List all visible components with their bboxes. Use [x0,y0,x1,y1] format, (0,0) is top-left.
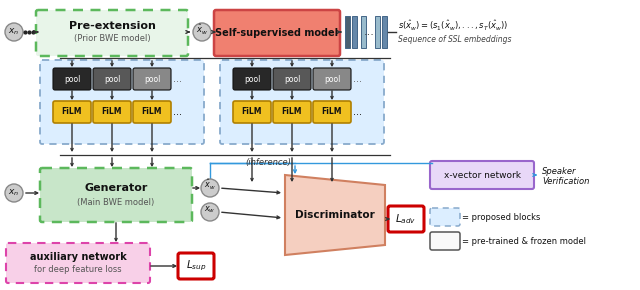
FancyBboxPatch shape [388,206,424,232]
Text: $\hat{x}_w$: $\hat{x}_w$ [204,178,216,192]
Text: FiLM: FiLM [322,108,342,117]
FancyBboxPatch shape [220,60,384,144]
Bar [345,16,350,48]
Text: pool: pool [64,75,80,84]
Text: Sequence of SSL embeddings: Sequence of SSL embeddings [398,35,511,44]
Text: FiLM: FiLM [282,108,302,117]
FancyBboxPatch shape [214,10,340,56]
Text: (Main BWE model): (Main BWE model) [77,197,155,206]
Text: pool: pool [324,75,340,84]
FancyBboxPatch shape [313,68,351,90]
FancyBboxPatch shape [93,101,131,123]
Circle shape [5,23,23,41]
Text: pool: pool [244,75,260,84]
FancyBboxPatch shape [430,161,534,189]
Bar [375,16,380,48]
Polygon shape [285,175,385,255]
FancyBboxPatch shape [178,253,214,279]
FancyBboxPatch shape [133,101,171,123]
Text: $L_{adv}$: $L_{adv}$ [396,212,417,226]
FancyBboxPatch shape [133,68,171,90]
Text: ...: ... [173,74,182,84]
Bar [352,16,357,48]
Text: Pre-extension: Pre-extension [68,21,156,31]
FancyBboxPatch shape [430,232,460,250]
Text: Discriminator: Discriminator [295,210,375,220]
FancyBboxPatch shape [93,68,131,90]
Text: $x_n$: $x_n$ [8,188,20,198]
Text: ...: ... [353,74,362,84]
Text: $s(\hat{x}_w) = (s_1(\hat{x}_w), ..., s_T(\hat{x}_w))$: $s(\hat{x}_w) = (s_1(\hat{x}_w), ..., s_… [398,19,508,33]
FancyBboxPatch shape [233,68,271,90]
Text: Self-supervised model: Self-supervised model [216,28,339,38]
Circle shape [193,23,211,41]
Bar [382,16,387,48]
Text: Generator: Generator [84,183,148,193]
Text: ...: ... [353,107,362,117]
FancyBboxPatch shape [40,60,204,144]
FancyBboxPatch shape [273,101,311,123]
Text: $x_n$: $x_n$ [8,27,20,37]
Text: $L_{sup}$: $L_{sup}$ [186,259,206,273]
Text: FiLM: FiLM [141,108,163,117]
Text: pool: pool [104,75,120,84]
Circle shape [201,179,219,197]
Text: (Prior BWE model): (Prior BWE model) [74,34,150,43]
Text: pool: pool [144,75,160,84]
FancyBboxPatch shape [313,101,351,123]
Text: $x_w$: $x_w$ [204,205,216,215]
Text: FiLM: FiLM [102,108,122,117]
Text: pool: pool [284,75,300,84]
Text: Verification: Verification [542,177,589,186]
FancyBboxPatch shape [233,101,271,123]
FancyBboxPatch shape [430,208,460,226]
Text: x-vector network: x-vector network [444,171,520,180]
FancyBboxPatch shape [36,10,188,56]
Text: = pre-trained & frozen model: = pre-trained & frozen model [462,237,586,246]
FancyBboxPatch shape [6,243,150,283]
Text: FiLM: FiLM [242,108,262,117]
FancyBboxPatch shape [53,101,91,123]
Text: = proposed blocks: = proposed blocks [462,213,540,222]
Text: Speaker: Speaker [542,168,577,177]
Text: (inference): (inference) [245,159,291,168]
FancyBboxPatch shape [53,68,91,90]
Text: for deep feature loss: for deep feature loss [34,266,122,275]
Text: $\hat{x}_w$: $\hat{x}_w$ [196,23,208,37]
Circle shape [5,184,23,202]
FancyBboxPatch shape [273,68,311,90]
Text: ...: ... [173,107,182,117]
FancyBboxPatch shape [40,168,192,222]
Circle shape [201,203,219,221]
Text: ...: ... [364,27,374,37]
Bar [361,16,366,48]
Text: auxiliary network: auxiliary network [29,252,126,262]
Text: FiLM: FiLM [61,108,83,117]
